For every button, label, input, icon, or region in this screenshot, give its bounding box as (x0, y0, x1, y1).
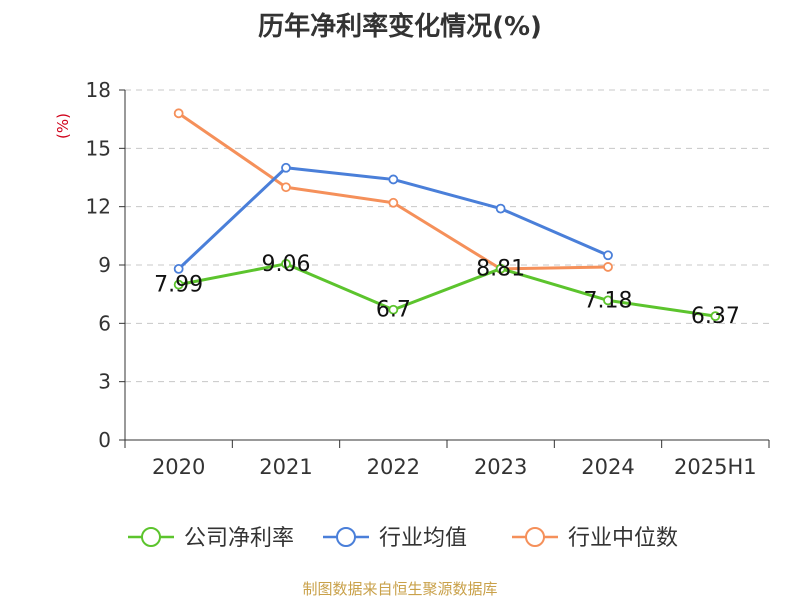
data-point (603, 262, 613, 272)
data-point (388, 304, 399, 315)
data-point (173, 108, 184, 119)
series-line (178, 262, 716, 318)
chart-title: 历年净利率变化情况(%) (258, 12, 542, 42)
data-label: 8.81 (476, 257, 525, 282)
series-line (177, 112, 609, 271)
legend-label: 公司净利率 (184, 526, 294, 551)
data-label: 7.99 (154, 273, 203, 298)
y-tick-label: 3 (98, 370, 111, 394)
legend-label: 行业中位数 (568, 526, 678, 551)
grid-lines (125, 89, 769, 383)
data-point (603, 250, 613, 261)
y-tick-label: 0 (98, 428, 111, 452)
data-source-note: 制图数据来自恒生聚源数据库 (302, 580, 498, 598)
y-tick-label: 12 (86, 195, 111, 219)
y-axis-label: (%) (54, 113, 72, 139)
data-label: 6.7 (376, 298, 411, 323)
data-label: 9.06 (262, 252, 311, 277)
legend-label: 行业均值 (379, 526, 467, 551)
y-tick-label: 9 (98, 253, 111, 277)
x-tick-label: 2025H1 (674, 455, 757, 479)
data-label: 6.37 (691, 304, 740, 329)
data-point (388, 174, 399, 185)
data-point (710, 311, 721, 322)
series-lines (173, 108, 721, 322)
legend: 公司净利率 行业均值 行业中位数 (128, 526, 678, 551)
data-point (281, 258, 291, 269)
data-labels: 7.99 9.06 6.7 8.81 7.18 6.37 (154, 252, 740, 329)
data-point (603, 295, 613, 306)
data-point (281, 182, 291, 193)
data-point (173, 263, 184, 274)
y-tick-label: 18 (86, 78, 111, 102)
data-point (388, 197, 399, 208)
axes: 0 3 6 9 12 15 18 2020 2021 2022 2023 2024 2025H1 (%) (54, 78, 770, 479)
legend-marker-icon (525, 527, 545, 547)
x-tick-label: 2021 (259, 455, 312, 479)
x-tick-label: 2022 (367, 455, 420, 479)
data-point (495, 263, 506, 274)
x-tick-label: 2023 (474, 455, 527, 479)
data-point (281, 162, 291, 173)
y-tick-label: 6 (98, 311, 111, 335)
x-tick-label: 2020 (152, 455, 205, 479)
y-tick-label: 15 (86, 136, 111, 160)
legend-marker-icon (141, 527, 161, 547)
data-point (495, 203, 506, 214)
data-point (173, 279, 184, 290)
data-label: 7.18 (584, 288, 633, 313)
legend-marker-icon (336, 527, 356, 547)
x-tick-label: 2024 (581, 455, 634, 479)
